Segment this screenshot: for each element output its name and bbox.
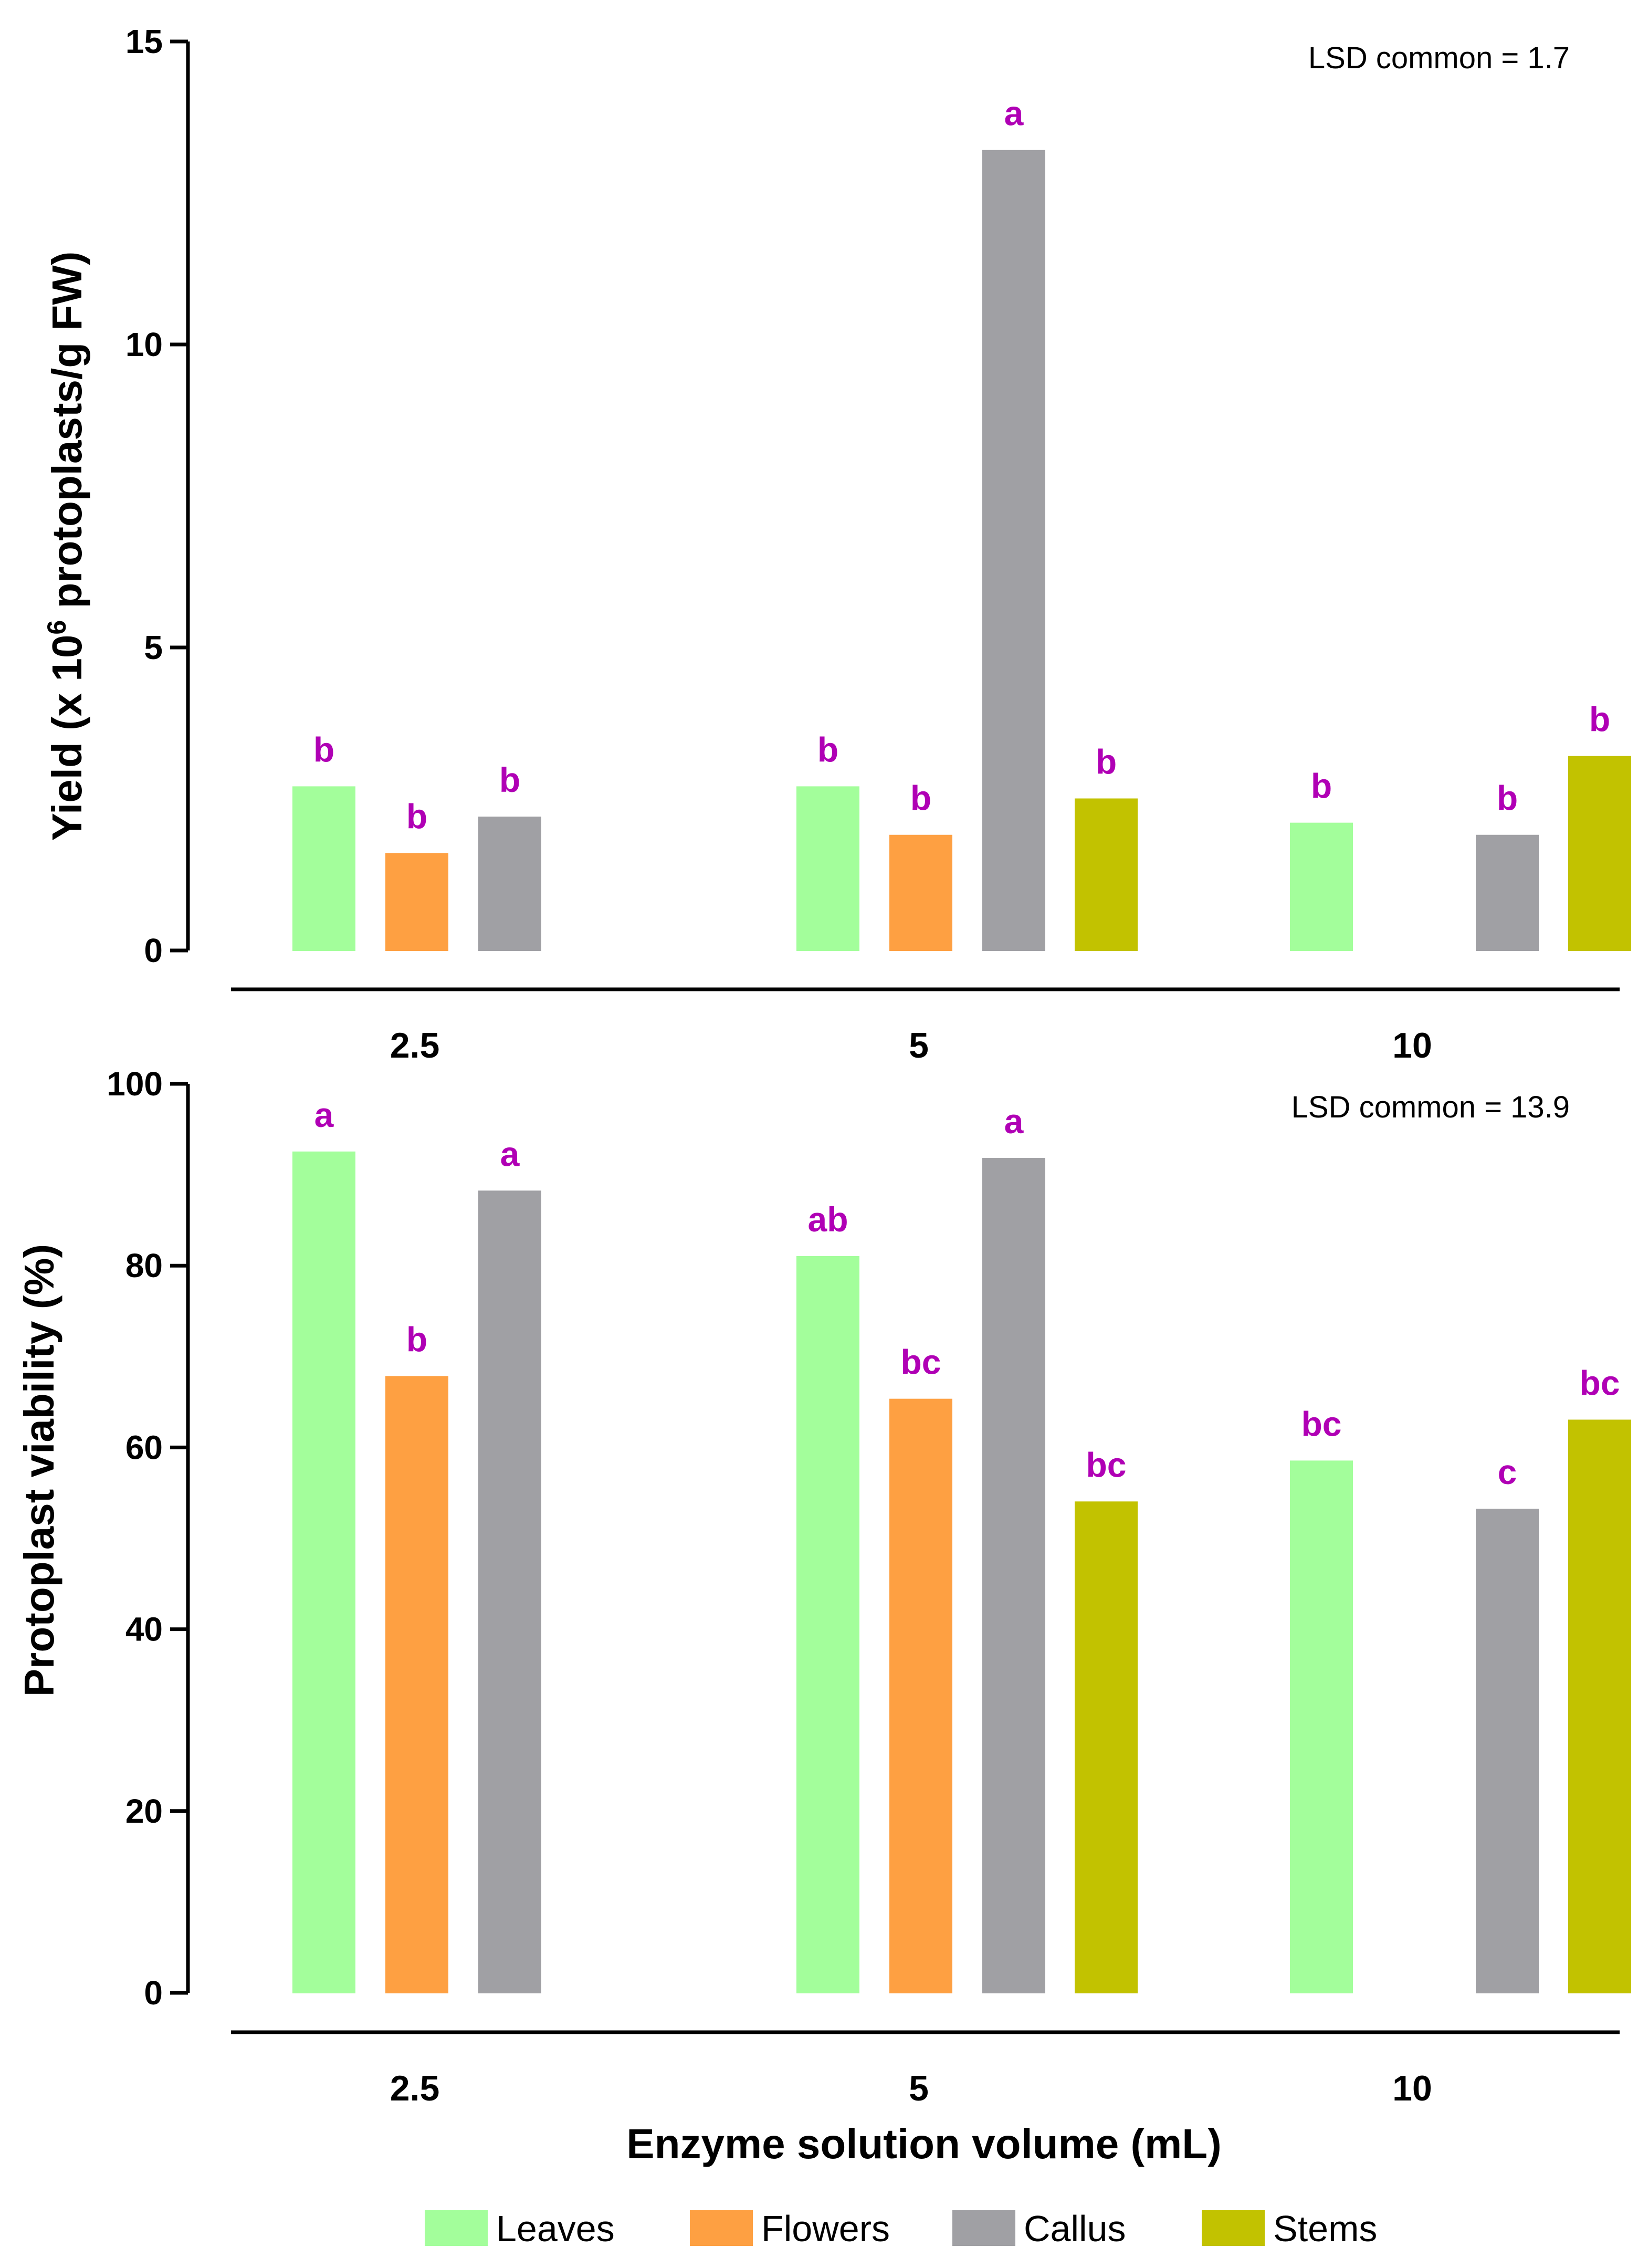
yield-significance-label: b: [313, 730, 334, 769]
legend: Leaves Flowers Callus Stems: [425, 2208, 1377, 2249]
viability-significance-label: a: [1004, 1102, 1024, 1141]
viability-y-tick-label: 80: [125, 1247, 163, 1284]
viability-significance-label: bc: [1086, 1445, 1126, 1484]
yield-significance-label: b: [1589, 700, 1610, 739]
yield-significance-label: b: [406, 797, 427, 835]
yield-panel: Yield (x 106 protoplasts/g FW) LSD commo…: [42, 23, 1631, 1065]
viability-bar-leaves: [1290, 1460, 1353, 1993]
viability-bar-leaves: [796, 1256, 859, 1993]
yield-bar-stems: [1075, 798, 1138, 951]
yield-significance-label: b: [817, 730, 838, 769]
viability-significance-labels: a ab bc b bc a a c bc bc: [314, 1095, 1620, 1491]
yield-significance-label: b: [1311, 767, 1332, 806]
yield-x-ticks: 2.5 5 10: [390, 1026, 1432, 1065]
legend-label-leaves: Leaves: [496, 2208, 615, 2249]
viability-bar-stems: [1568, 1419, 1631, 1993]
viability-y-ticks: 0 20 40 60 80 100: [107, 1065, 188, 2012]
x-axis-title: Enzyme solution volume (mL): [626, 2120, 1221, 2167]
viability-significance-label: ab: [807, 1200, 848, 1239]
yield-significance-labels: b b b b b b a b b b: [313, 94, 1610, 836]
yield-significance-label: b: [499, 760, 520, 799]
viability-bar-flowers: [385, 1376, 448, 1994]
viability-y-tick-label: 60: [125, 1428, 163, 1466]
yield-x-tick-label: 10: [1392, 1026, 1432, 1065]
viability-bar-callus: [982, 1157, 1045, 1993]
yield-lsd-note: LSD common = 1.7: [1308, 41, 1570, 75]
yield-y-tick-label: 10: [125, 326, 163, 363]
legend-label-flowers: Flowers: [761, 2208, 890, 2249]
viability-bar-leaves: [292, 1151, 355, 1993]
viability-significance-label: a: [314, 1095, 334, 1134]
yield-bar-flowers: [889, 834, 952, 951]
yield-y-axis-title: Yield (x 106 protoplasts/g FW): [42, 252, 90, 841]
viability-y-tick-label: 20: [125, 1792, 163, 1830]
yield-bar-flowers: [385, 853, 448, 951]
viability-lsd-note: LSD common = 13.9: [1292, 1090, 1570, 1124]
legend-label-stems: Stems: [1273, 2208, 1377, 2249]
viability-y-tick-label: 40: [125, 1611, 163, 1648]
yield-y-tick-label: 5: [144, 629, 163, 666]
viability-significance-label: bc: [1301, 1404, 1341, 1443]
viability-significance-label: b: [406, 1320, 427, 1358]
yield-bar-callus: [1476, 834, 1539, 951]
viability-y-tick-label: 100: [107, 1065, 163, 1103]
viability-y-tick-label: 0: [144, 1974, 163, 2012]
viability-x-tick-label: 10: [1392, 2068, 1432, 2108]
yield-bar-leaves: [796, 786, 859, 952]
yield-significance-label: a: [1004, 94, 1024, 133]
yield-y-ticks: 0 5 10 15: [125, 23, 188, 969]
viability-bar-stems: [1075, 1501, 1138, 1993]
legend-swatch-stems: [1202, 2210, 1265, 2246]
viability-y-axis-title: Protoplast viability (%): [16, 1244, 62, 1697]
legend-swatch-callus: [952, 2210, 1015, 2246]
yield-bar-callus: [982, 150, 1045, 952]
legend-swatch-leaves: [425, 2210, 488, 2246]
yield-x-tick-label: 2.5: [390, 1026, 440, 1065]
yield-significance-label: b: [1497, 779, 1518, 818]
viability-bar-callus: [478, 1190, 541, 1993]
yield-significance-label: b: [910, 779, 931, 818]
viability-significance-label: bc: [900, 1343, 941, 1382]
viability-panel: Protoplast viability (%) LSD common = 13…: [16, 1065, 1631, 2167]
viability-bar-callus: [1476, 1509, 1539, 1993]
yield-y-tick-label: 0: [144, 932, 163, 969]
yield-bar-leaves: [292, 786, 355, 952]
viability-bar-flowers: [889, 1398, 952, 1993]
viability-bars: [292, 1151, 1631, 1994]
viability-significance-label: a: [500, 1134, 520, 1173]
yield-bars: [292, 150, 1631, 952]
yield-y-tick-label: 15: [125, 23, 163, 60]
legend-label-callus: Callus: [1024, 2208, 1126, 2249]
viability-significance-label: bc: [1579, 1363, 1620, 1402]
yield-bar-leaves: [1290, 822, 1353, 952]
viability-x-ticks: 2.5 5 10: [390, 2068, 1432, 2108]
viability-x-tick-label: 2.5: [390, 2068, 440, 2108]
legend-swatch-flowers: [690, 2210, 753, 2246]
yield-x-tick-label: 5: [909, 1026, 929, 1065]
viability-x-tick-label: 5: [909, 2068, 929, 2108]
viability-significance-label: c: [1498, 1452, 1517, 1491]
yield-bar-stems: [1568, 756, 1631, 951]
yield-bar-callus: [478, 817, 541, 951]
yield-significance-label: b: [1096, 743, 1117, 781]
